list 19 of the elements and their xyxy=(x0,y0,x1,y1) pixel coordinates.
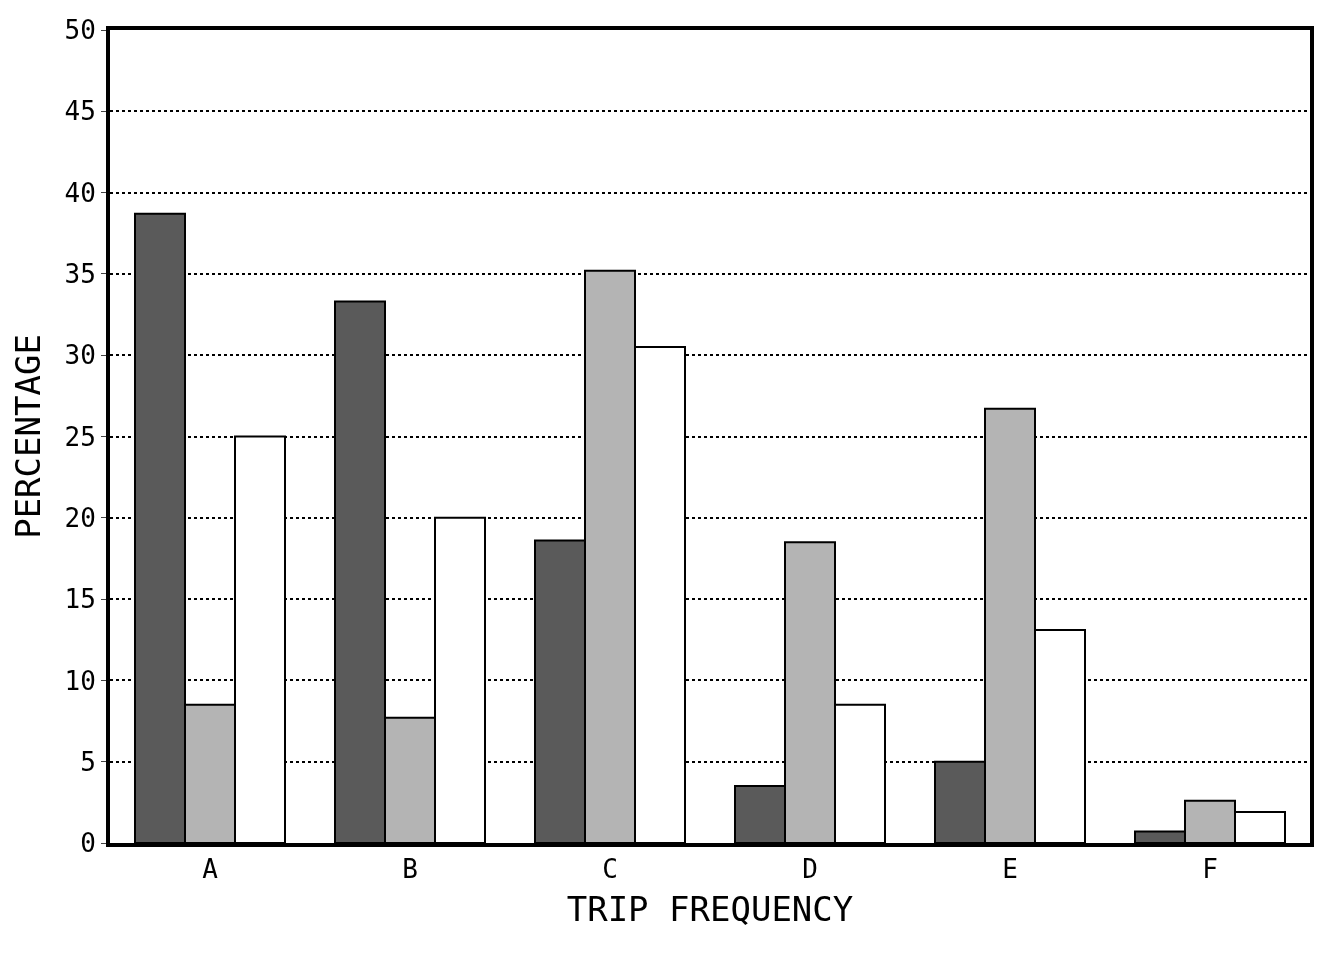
y-tick-label: 15 xyxy=(64,584,96,615)
y-tick-label: 25 xyxy=(64,421,96,452)
y-tick-label: 0 xyxy=(80,828,96,859)
x-axis-title: TRIP FREQUENCY xyxy=(566,889,854,929)
x-tick-label: D xyxy=(802,854,818,885)
x-tick-label: A xyxy=(202,854,219,885)
y-tick-label: 5 xyxy=(80,746,96,777)
y-tick-label: 35 xyxy=(64,259,96,289)
y-axis-title: PERCENTAGE xyxy=(7,334,48,539)
y-tick-label: 50 xyxy=(64,15,96,46)
x-tick-label: C xyxy=(602,854,618,885)
x-tick-label: B xyxy=(402,854,418,885)
y-tick-label: 45 xyxy=(64,96,96,127)
x-tick-label: E xyxy=(1002,854,1018,885)
x-tick-label: F xyxy=(1202,854,1218,885)
y-tick-label: 40 xyxy=(64,177,96,208)
y-tick-label: 10 xyxy=(64,665,96,696)
y-tick-label: 20 xyxy=(64,502,96,533)
y-tick-label: 30 xyxy=(64,340,96,371)
